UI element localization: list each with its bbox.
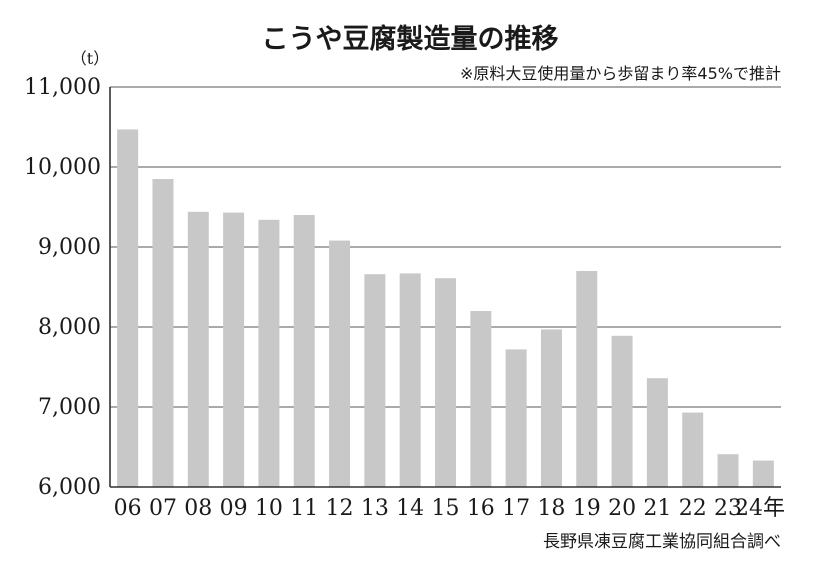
x-tick-label: 24年	[735, 496, 785, 521]
x-tick-label: 16	[467, 496, 495, 521]
x-tick-label: 22	[679, 496, 707, 521]
grid-lines	[110, 86, 781, 408]
x-tick-label: 14	[396, 496, 424, 521]
bar-22	[682, 412, 704, 487]
bar-16	[470, 311, 492, 487]
bar-24年	[752, 460, 774, 487]
bar-23	[717, 454, 739, 487]
y-axis-unit: （t）	[71, 49, 109, 68]
bar-18	[540, 329, 562, 487]
bars	[117, 129, 774, 488]
bar-13	[364, 274, 386, 487]
x-tick-label: 13	[361, 496, 389, 521]
y-tick-labels: 6,000 7,000 8,000 9,000 10,000 11,000	[24, 75, 101, 500]
chart-source: 長野県凍豆腐工業協同組合調べ	[543, 532, 781, 552]
y-tick-label: 9,000	[38, 235, 101, 260]
y-tick-label: 10,000	[24, 155, 101, 180]
bar-17	[505, 349, 527, 487]
bar-07	[152, 179, 174, 487]
axes	[109, 87, 781, 488]
x-tick-label: 06	[114, 496, 142, 521]
y-tick-label: 11,000	[24, 75, 101, 100]
y-tick-label: 8,000	[38, 315, 101, 340]
bar-21	[646, 378, 668, 487]
x-tick-label: 20	[608, 496, 636, 521]
bar-06	[117, 129, 139, 487]
bar-09	[223, 212, 245, 487]
chart-note: ※原料大豆使用量から歩留まり率45%で推計	[460, 64, 781, 83]
x-tick-label: 07	[149, 496, 177, 521]
bar-19	[576, 271, 598, 487]
x-tick-label: 12	[326, 496, 354, 521]
x-tick-label: 08	[184, 496, 212, 521]
x-tick-label: 15	[432, 496, 460, 521]
chart-title: こうや豆腐製造量の推移	[262, 24, 559, 55]
x-tick-label: 11	[290, 496, 318, 521]
y-tick-label: 6,000	[38, 475, 101, 500]
bar-10	[258, 219, 280, 488]
bar-15	[435, 278, 456, 487]
bar-20	[611, 335, 633, 487]
x-tick-label: 19	[573, 496, 601, 521]
y-tick-label: 7,000	[38, 395, 101, 420]
bar-11	[293, 215, 315, 487]
bar-08	[187, 211, 209, 488]
x-tick-label: 23	[714, 496, 742, 521]
bar-12	[329, 240, 351, 487]
x-tick-label: 10	[255, 496, 283, 521]
x-tick-label: 18	[537, 496, 565, 521]
x-tick-label: 17	[502, 496, 530, 521]
bar-14	[399, 273, 421, 487]
x-tick-label: 09	[220, 496, 248, 521]
x-tick-label: 21	[643, 496, 671, 521]
